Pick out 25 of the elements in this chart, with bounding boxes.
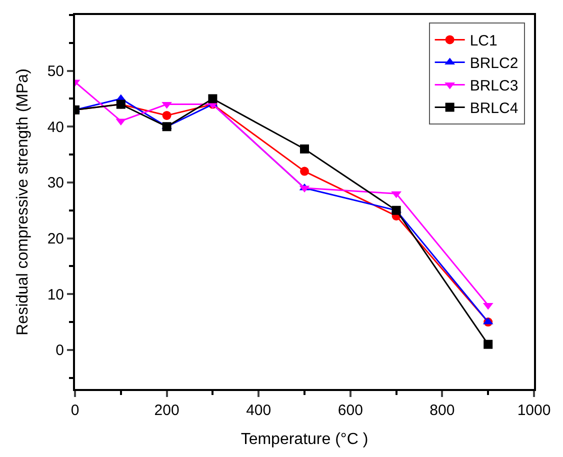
point (484, 340, 493, 349)
y-tick-label: 20 (47, 230, 64, 248)
legend-label: BRLC4 (470, 100, 518, 118)
y-tick-label: 50 (47, 63, 64, 80)
y-tick-label: 10 (47, 286, 64, 304)
legend-label: LC1 (470, 32, 498, 50)
point (162, 122, 172, 132)
y-axis-title: Residual compressive strength (MPa) (14, 68, 32, 336)
x-axis-title: Temperature (°C ) (240, 431, 368, 448)
x-tick-label: 200 (154, 402, 180, 419)
x-tick-label: 0 (70, 402, 80, 419)
x-tick-label: 800 (430, 402, 455, 419)
x-tick-label: 1000 (517, 402, 551, 419)
y-tick-label: 40 (47, 118, 64, 136)
point (391, 191, 402, 198)
point (300, 144, 309, 154)
legend-label: BRLC3 (470, 78, 518, 95)
y-tick-label: 0 (56, 342, 64, 360)
x-tick-label: 600 (338, 402, 363, 419)
x-tick-label: 400 (246, 402, 272, 419)
point (162, 110, 172, 120)
legend-label: BRLC2 (470, 55, 518, 72)
point (300, 166, 309, 176)
y-tick-label: 30 (47, 174, 64, 192)
point (208, 94, 218, 104)
